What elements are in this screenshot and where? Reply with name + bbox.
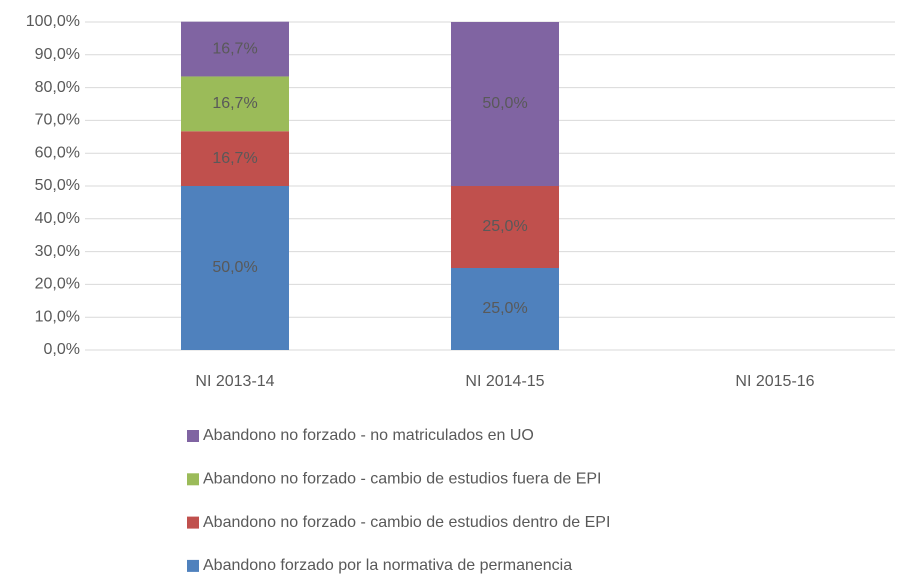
legend-label: Abandono forzado por la normativa de per… (203, 557, 572, 574)
y-tick-label: 70,0% (35, 112, 80, 129)
x-tick-label: NI 2015-16 (735, 373, 814, 390)
data-label: 25,0% (482, 300, 527, 317)
data-label: 16,7% (212, 40, 257, 57)
legend-swatch (187, 559, 199, 572)
bar-segment (181, 131, 289, 186)
y-tick-label: 50,0% (35, 177, 80, 194)
legend-swatch (187, 430, 199, 442)
legend-label: Abandono no forzado - cambio de estudios… (203, 514, 610, 531)
data-label: 50,0% (212, 259, 257, 276)
y-tick-label: 20,0% (35, 276, 80, 293)
legend-label: Abandono no forzado - cambio de estudios… (203, 471, 601, 488)
y-tick-label: 10,0% (35, 308, 80, 325)
y-tick-label: 80,0% (35, 79, 80, 96)
legend-label: Abandono no forzado - no matriculados en… (203, 427, 534, 444)
y-tick-label: 0,0% (44, 341, 80, 358)
legend-swatch (187, 473, 199, 486)
bar-segment (181, 186, 289, 350)
data-label: 16,7% (212, 150, 257, 167)
bar-segment (451, 186, 559, 268)
y-tick-label: 60,0% (35, 144, 80, 161)
data-label: 16,7% (212, 95, 257, 112)
legend-swatch (187, 516, 199, 529)
y-tick-label: 90,0% (35, 46, 80, 63)
x-tick-label: NI 2013-14 (195, 373, 274, 390)
bar-segment (451, 22, 559, 186)
y-tick-label: 100,0% (26, 13, 80, 30)
bar-segment (181, 21, 289, 77)
bar-segment (451, 268, 559, 350)
y-tick-label: 30,0% (35, 243, 80, 260)
x-tick-label: NI 2014-15 (465, 373, 544, 390)
data-label: 50,0% (482, 95, 527, 112)
data-label: 25,0% (482, 218, 527, 235)
bar-segment (181, 76, 289, 132)
y-tick-label: 40,0% (35, 210, 80, 227)
